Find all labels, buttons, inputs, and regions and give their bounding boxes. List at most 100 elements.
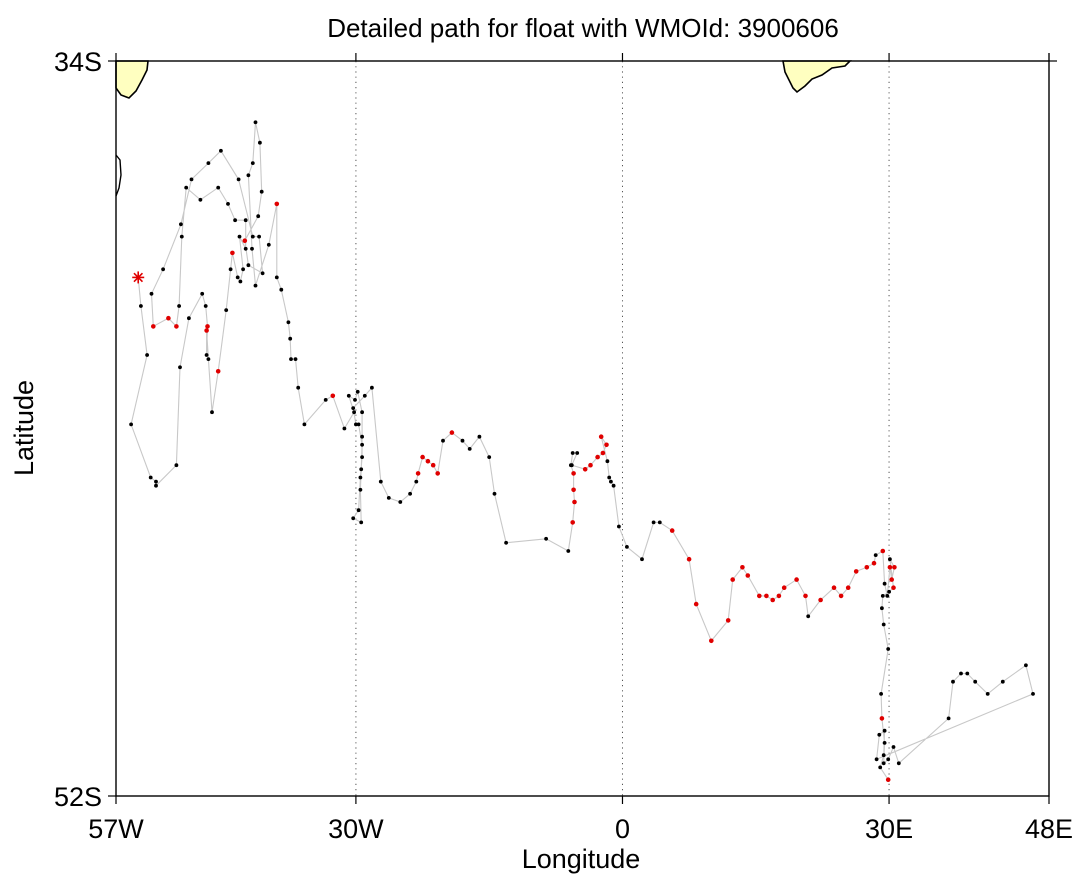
- float-position-flagged: [215, 369, 221, 374]
- float-position-flagged: [588, 462, 593, 468]
- float-position-flagged: [838, 593, 844, 599]
- float-position-flagged: [845, 585, 851, 590]
- float-position: [351, 406, 356, 410]
- float-position: [886, 757, 891, 762]
- float-position-flagged: [745, 573, 751, 578]
- float-position: [504, 540, 508, 545]
- float-position: [617, 524, 621, 529]
- float-position: [216, 185, 221, 190]
- x-tick-label: 0: [615, 814, 630, 844]
- float-position: [243, 218, 248, 223]
- float-position: [323, 398, 328, 402]
- float-position: [985, 692, 990, 696]
- float-position: [607, 475, 612, 480]
- float-position: [206, 161, 211, 166]
- float-position: [882, 741, 887, 745]
- float-position-flagged: [776, 593, 782, 599]
- float-position: [352, 410, 356, 415]
- float-position-flagged: [600, 450, 606, 456]
- float-position: [487, 455, 492, 459]
- float-position: [257, 234, 261, 239]
- float-position-flagged: [151, 324, 156, 329]
- float-position-flagged: [880, 548, 886, 554]
- float-position: [460, 438, 465, 443]
- float-position-flagged: [803, 593, 808, 599]
- float-position-flagged: [330, 393, 336, 399]
- x-axis-ticks: 57W 30W 0 30E 48E: [88, 53, 1073, 844]
- float-position-flagged: [730, 577, 735, 582]
- float-position-flagged: [669, 528, 675, 533]
- float-position: [250, 246, 254, 251]
- float-position-flagged: [770, 597, 775, 603]
- float-position: [236, 177, 241, 182]
- float-position: [148, 475, 153, 480]
- float-position: [198, 197, 203, 202]
- float-position: [477, 434, 482, 439]
- float-position: [129, 422, 134, 427]
- float-position-flagged: [274, 201, 280, 207]
- float-position-flagged: [415, 471, 421, 476]
- float-position: [566, 549, 571, 553]
- x-tick-label: 48E: [1025, 814, 1073, 844]
- float-position: [882, 728, 887, 733]
- float-position-flagged: [174, 324, 179, 329]
- float-position: [250, 234, 255, 239]
- x-tick-label: 30E: [865, 814, 913, 844]
- float-position-flagged: [582, 467, 588, 472]
- float-position: [873, 553, 878, 557]
- float-position: [881, 761, 886, 766]
- float-position: [570, 451, 575, 455]
- float-position: [296, 385, 301, 390]
- float-position: [204, 353, 209, 357]
- float-position: [575, 451, 580, 455]
- float-position: [896, 761, 901, 766]
- float-position: [441, 438, 445, 443]
- float-position: [356, 422, 361, 427]
- float-position: [288, 336, 293, 341]
- float-position: [414, 479, 419, 484]
- float-position: [965, 671, 970, 676]
- float-position: [881, 753, 886, 758]
- float-position: [258, 140, 262, 145]
- float-position: [359, 467, 364, 472]
- float-position: [886, 647, 891, 651]
- float-position-flagged: [435, 471, 441, 476]
- float-position: [200, 291, 205, 296]
- float-position: [878, 765, 883, 770]
- float-position-flagged: [781, 585, 787, 590]
- float-position: [161, 267, 166, 272]
- float-position: [353, 398, 357, 402]
- float-position: [241, 267, 246, 272]
- float-position-flagged: [230, 250, 235, 256]
- float-position: [145, 353, 150, 357]
- float-position-flagged: [831, 585, 837, 590]
- float-position: [256, 214, 261, 219]
- float-position: [293, 357, 298, 361]
- float-position: [253, 283, 258, 288]
- float-position-flagged: [818, 597, 823, 603]
- y-axis-label: Latitude: [9, 380, 39, 476]
- land-layer: [115, 60, 852, 197]
- float-position: [342, 426, 347, 431]
- y-tick-label: 52S: [54, 782, 102, 812]
- float-position: [951, 679, 955, 684]
- plot-frame: [115, 60, 1050, 797]
- float-position: [1031, 692, 1035, 696]
- float-position-flagged: [425, 458, 431, 464]
- start-marker: [132, 271, 145, 284]
- float-position: [174, 463, 179, 468]
- float-position-flagged: [794, 577, 799, 582]
- float-position-flagged: [740, 565, 745, 570]
- float-position: [544, 536, 548, 541]
- float-position: [877, 732, 882, 737]
- gridlines: [355, 61, 890, 796]
- float-track: [130, 122, 1034, 780]
- float-position: [184, 185, 189, 190]
- float-position: [226, 202, 230, 206]
- float-position-flagged: [205, 324, 210, 329]
- float-position: [358, 487, 363, 492]
- float-position: [959, 671, 963, 676]
- float-position: [250, 161, 255, 166]
- float-position: [885, 594, 890, 598]
- float-position-flagged: [709, 638, 714, 644]
